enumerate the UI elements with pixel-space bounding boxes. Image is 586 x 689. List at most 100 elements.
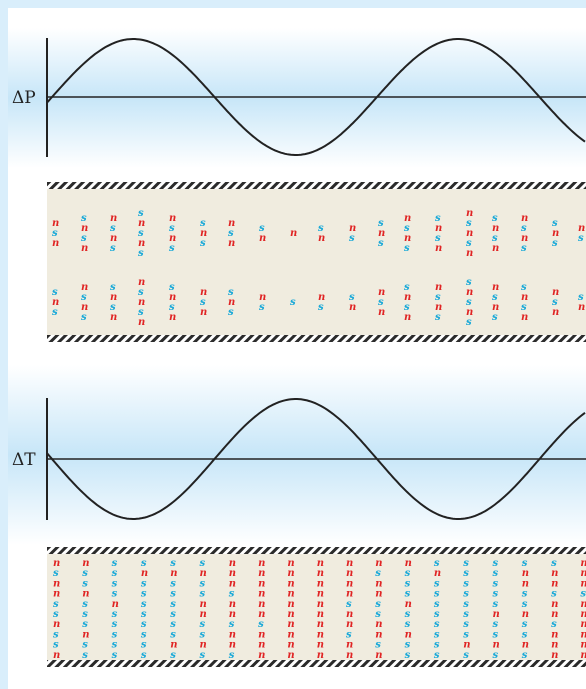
superfluid-particle: s	[229, 619, 235, 630]
normal-fluid-particle: n	[346, 568, 353, 579]
superfluid-particle: s	[552, 238, 558, 249]
superfluid-particle: s	[405, 640, 411, 651]
superfluid-particle: s	[463, 599, 469, 610]
temperature-tube-top-wall	[47, 547, 586, 554]
normal-fluid-particle: n	[169, 312, 176, 323]
superfluid-particle: s	[522, 599, 528, 610]
superfluid-particle: s	[258, 619, 264, 630]
superfluid-particle: s	[346, 599, 352, 610]
superfluid-particle: s	[463, 619, 469, 630]
superfluid-particle: s	[463, 589, 469, 600]
superfluid-particle: s	[228, 228, 234, 239]
superfluid-particle: s	[259, 223, 265, 234]
normal-fluid-particle: n	[492, 223, 499, 234]
superfluid-particle: s	[228, 307, 234, 318]
temperature-plot: ΔT	[8, 365, 586, 545]
superfluid-particle: s	[434, 589, 440, 600]
normal-fluid-particle: n	[110, 312, 117, 323]
superfluid-particle: s	[434, 629, 440, 640]
normal-fluid-particle: n	[81, 243, 88, 254]
superfluid-particle: s	[349, 292, 355, 303]
normal-fluid-particle: n	[200, 640, 207, 651]
normal-fluid-particle: n	[53, 578, 60, 589]
normal-fluid-particle: n	[228, 218, 235, 229]
superfluid-particle: s	[141, 629, 147, 640]
superfluid-particle: s	[200, 558, 206, 569]
pressure-tube-body	[47, 189, 586, 335]
superfluid-particle: s	[169, 282, 175, 293]
normal-fluid-particle: n	[317, 629, 324, 640]
normal-fluid-particle: n	[258, 599, 265, 610]
superfluid-particle: s	[580, 589, 586, 600]
normal-fluid-particle: n	[290, 228, 297, 239]
superfluid-particle: s	[169, 243, 175, 254]
normal-fluid-particle: n	[346, 650, 353, 661]
superfluid-particle: s	[112, 589, 118, 600]
normal-fluid-particle: n	[169, 233, 176, 244]
normal-fluid-particle: n	[138, 277, 145, 288]
normal-fluid-particle: n	[53, 619, 60, 630]
normal-fluid-particle: n	[259, 233, 266, 244]
pressure-tube-top-wall	[47, 182, 586, 189]
superfluid-particle: s	[521, 223, 527, 234]
normal-fluid-particle: n	[404, 312, 411, 323]
superfluid-particle: s	[552, 297, 558, 308]
normal-fluid-particle: n	[346, 640, 353, 651]
normal-fluid-particle: n	[551, 640, 558, 651]
superfluid-particle: s	[378, 238, 384, 249]
normal-fluid-particle: n	[521, 233, 528, 244]
normal-fluid-particle: n	[346, 619, 353, 630]
normal-fluid-particle: n	[580, 558, 586, 569]
normal-fluid-particle: n	[375, 558, 382, 569]
superfluid-particle: s	[53, 609, 59, 620]
normal-fluid-particle: n	[52, 297, 59, 308]
superfluid-particle: s	[493, 629, 499, 640]
superfluid-particle: s	[82, 599, 88, 610]
normal-fluid-particle: n	[375, 589, 382, 600]
superfluid-particle: s	[463, 609, 469, 620]
superfluid-particle: s	[522, 629, 528, 640]
superfluid-particle: s	[493, 558, 499, 569]
normal-fluid-particle: n	[138, 238, 145, 249]
normal-fluid-particle: n	[551, 568, 558, 579]
normal-fluid-particle: n	[318, 233, 325, 244]
superfluid-particle: s	[141, 599, 147, 610]
superfluid-particle: s	[522, 589, 528, 600]
normal-fluid-particle: n	[229, 558, 236, 569]
superfluid-particle: s	[200, 238, 206, 249]
normal-fluid-particle: n	[318, 292, 325, 303]
superfluid-particle: s	[522, 558, 528, 569]
normal-fluid-particle: n	[522, 568, 529, 579]
superfluid-particle: s	[53, 599, 59, 610]
superfluid-particle: s	[82, 568, 88, 579]
superfluid-particle: s	[141, 609, 147, 620]
normal-fluid-particle: n	[346, 589, 353, 600]
superfluid-particle: s	[521, 243, 527, 254]
normal-fluid-particle: n	[493, 640, 500, 651]
superfluid-particle: s	[229, 589, 235, 600]
normal-fluid-particle: n	[492, 243, 499, 254]
normal-fluid-particle: n	[200, 609, 207, 620]
superfluid-particle: s	[138, 307, 144, 318]
temperature-wave-curve	[46, 398, 586, 520]
superfluid-particle: s	[434, 609, 440, 620]
superfluid-particle: s	[112, 619, 118, 630]
normal-fluid-particle: n	[317, 599, 324, 610]
superfluid-particle: s	[378, 218, 384, 229]
normal-fluid-particle: n	[287, 558, 294, 569]
normal-fluid-particle: n	[81, 302, 88, 313]
pressure-tube: nsnsnssnsnnsnsnsnssnsnsnsnsnsnsnnsnssnsn…	[47, 182, 586, 342]
normal-fluid-particle: n	[82, 629, 89, 640]
superfluid-particle: s	[466, 317, 472, 328]
normal-fluid-particle: n	[580, 619, 586, 630]
superfluid-particle: s	[434, 619, 440, 630]
superfluid-particle: s	[141, 619, 147, 630]
superfluid-particle: s	[405, 578, 411, 589]
normal-fluid-particle: n	[435, 302, 442, 313]
normal-fluid-particle: n	[580, 568, 586, 579]
pressure-label: ΔP	[12, 88, 36, 108]
superfluid-particle: s	[551, 619, 557, 630]
normal-fluid-particle: n	[112, 599, 119, 610]
superfluid-particle: s	[110, 282, 116, 293]
